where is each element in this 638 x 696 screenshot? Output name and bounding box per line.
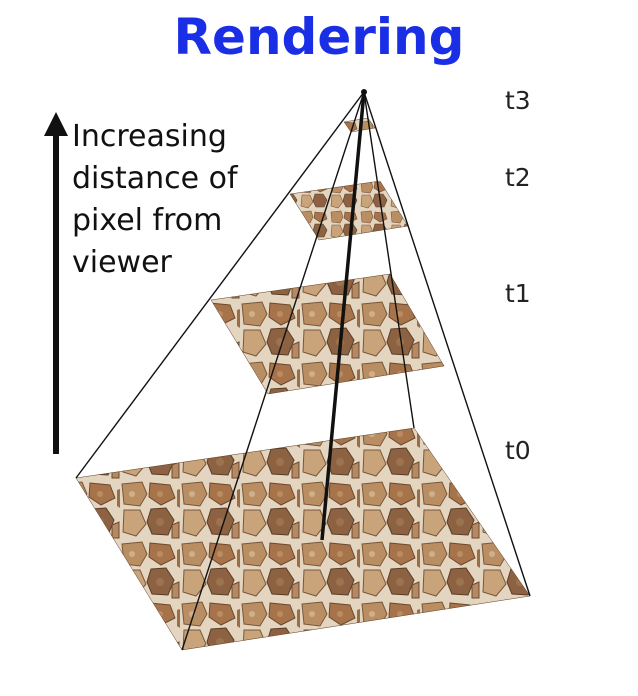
caption-line: viewer — [72, 245, 172, 280]
up-arrow-icon — [44, 112, 68, 454]
apex-point — [361, 89, 367, 95]
level-label-t0: t0 — [505, 436, 531, 465]
pyramid-edges — [75, 91, 531, 651]
level-label-t3: t3 — [505, 86, 531, 115]
level-label-t1: t1 — [505, 279, 531, 308]
caption-line: pixel from — [72, 203, 223, 238]
distance-caption: Increasing distance of pixel from viewer — [72, 116, 292, 284]
texture-level-t1 — [210, 273, 445, 395]
center-ray — [320, 91, 366, 541]
level-label-t2: t2 — [505, 163, 531, 192]
texture-level-t2 — [289, 180, 409, 241]
texture-level-t0 — [75, 427, 531, 651]
page-title: Rendering — [173, 8, 465, 66]
caption-line: distance of — [72, 161, 238, 196]
caption-line: Increasing — [72, 119, 227, 154]
